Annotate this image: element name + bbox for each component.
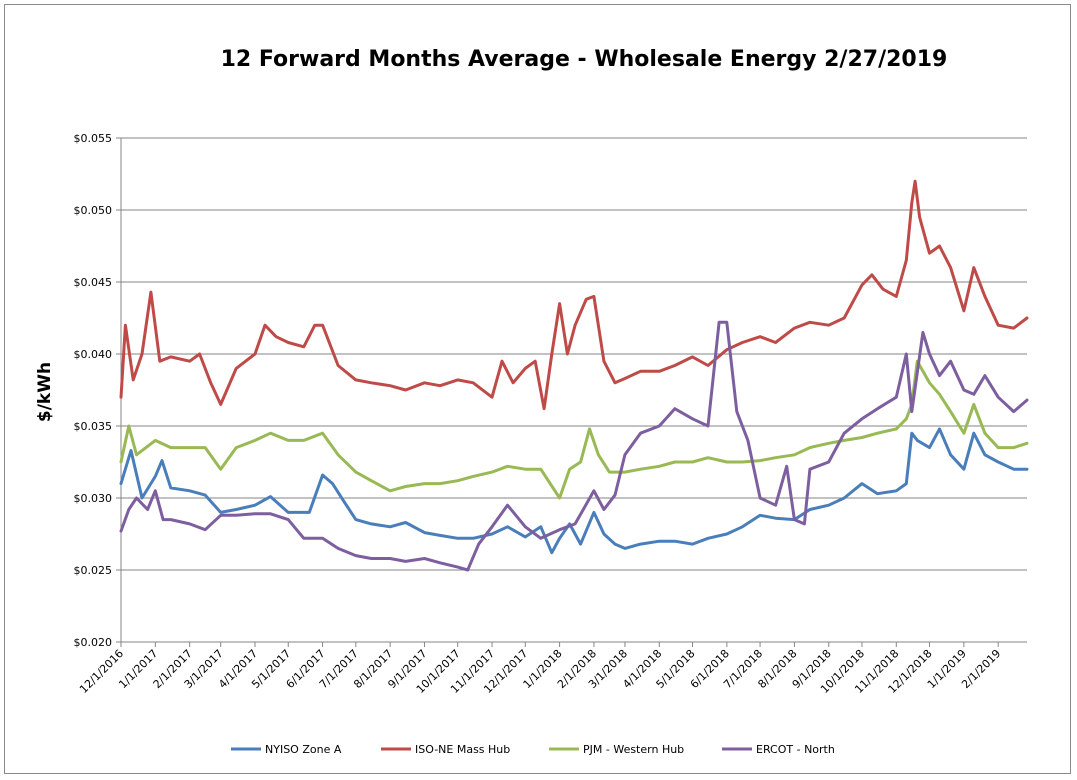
series-line-pjm-western-hub bbox=[119, 359, 1029, 500]
chart-title: 12 Forward Months Average - Wholesale En… bbox=[221, 47, 948, 72]
legend-label: ERCOT - North bbox=[756, 743, 835, 756]
series-line-ercot-north bbox=[119, 320, 1029, 572]
chart-frame bbox=[4, 4, 1071, 774]
y-tick-label: $0.020 bbox=[74, 636, 113, 649]
y-axis-label: $/kWh bbox=[35, 362, 55, 422]
grid-lines bbox=[121, 137, 1027, 643]
series-line-nyiso-zone-a bbox=[119, 427, 1029, 555]
legend-label: ISO-NE Mass Hub bbox=[415, 743, 510, 756]
legend: NYISO Zone A ISO-NE Mass Hub PJM - Western… bbox=[231, 743, 835, 756]
y-tick-label: $0.035 bbox=[74, 420, 113, 433]
x-tick-label: 12/1/2016 bbox=[77, 647, 126, 696]
x-tick-labels: 12/1/20161/1/20172/1/20173/1/20174/1/201… bbox=[77, 642, 1003, 696]
series-lines bbox=[119, 179, 1029, 572]
y-tick-label: $0.030 bbox=[74, 492, 113, 505]
axes bbox=[120, 138, 1027, 643]
y-tick-label: $0.025 bbox=[74, 564, 113, 577]
legend-label: PJM - Western Hub bbox=[583, 743, 684, 756]
y-tick-label: $0.040 bbox=[74, 348, 113, 361]
y-tick-labels: $0.020 $0.025 $0.030 $0.035 $0.040 $0.045 $0.0… bbox=[74, 132, 121, 649]
y-tick-label: $0.055 bbox=[74, 132, 113, 145]
y-tick-label: $0.045 bbox=[74, 276, 113, 289]
legend-label: NYISO Zone A bbox=[265, 743, 342, 756]
series-line-iso-ne-mass-hub bbox=[119, 179, 1029, 411]
y-tick-label: $0.050 bbox=[74, 204, 113, 217]
